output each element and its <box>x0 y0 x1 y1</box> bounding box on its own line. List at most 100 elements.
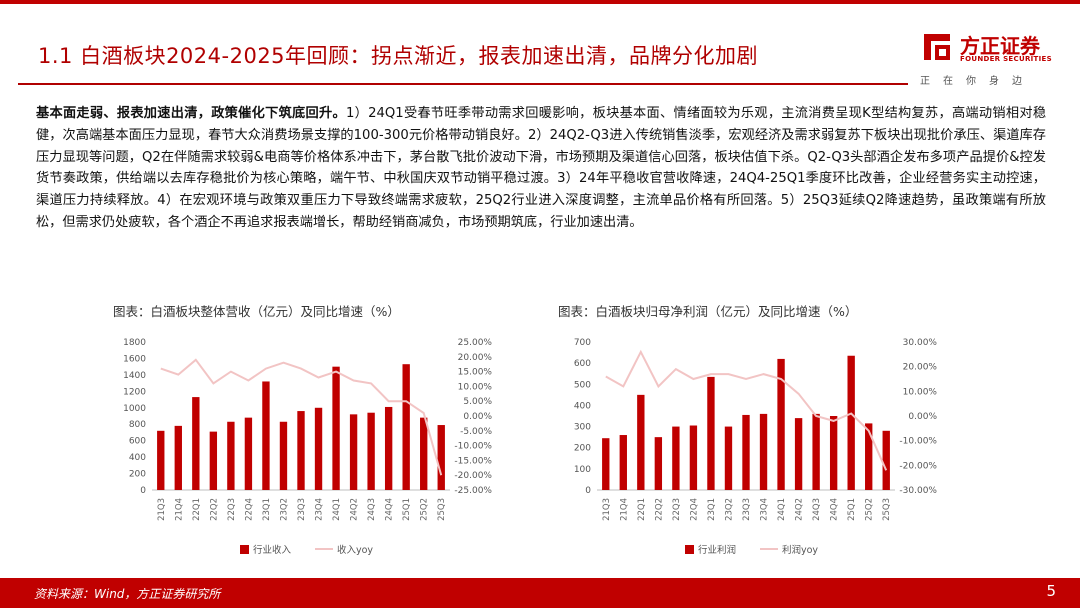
x-tick-label: 22Q3 <box>227 498 237 521</box>
y-left-tick-label: 600 <box>574 359 591 369</box>
x-tick-label: 23Q3 <box>742 498 752 521</box>
x-tick-label: 21Q3 <box>157 498 167 521</box>
y-left-tick-label: 700 <box>574 338 591 348</box>
x-tick-label: 25Q2 <box>865 498 875 521</box>
brand-logo: 方正证券 FOUNDER SECURITIES 正在你身边 <box>920 30 1070 90</box>
logo-name: 方正证券 <box>960 34 1040 58</box>
bar-25Q2 <box>865 423 873 490</box>
y-left-tick-label: 300 <box>574 423 591 433</box>
bar-23Q2 <box>279 421 288 490</box>
x-tick-label: 22Q2 <box>654 498 664 521</box>
x-tick-label: 23Q2 <box>724 498 734 521</box>
y-left-tick-label: 1400 <box>123 371 146 381</box>
y-right-tick-label: 20.00% <box>903 363 938 373</box>
y-right-tick-label: -5.00% <box>460 427 492 437</box>
y-left-tick-label: 0 <box>585 486 591 496</box>
x-tick-label: 24Q3 <box>367 498 377 521</box>
profit-chart: 图表：白酒板块归母净利润（亿元）及同比增速（%） 0 100 200 300 400 500… <box>558 304 938 556</box>
y-left-tick-label: 100 <box>574 465 591 475</box>
x-tick-label: 25Q3 <box>882 498 892 521</box>
x-tick-label: 24Q4 <box>385 498 395 521</box>
y-left-tick-label: 400 <box>574 401 591 411</box>
bar-23Q1 <box>262 381 270 490</box>
bar-25Q1 <box>402 364 410 490</box>
bar-24Q3 <box>812 413 820 490</box>
y-left-tick-label: 1800 <box>123 338 146 348</box>
x-tick-label: 22Q3 <box>672 498 682 521</box>
bar-21Q3 <box>602 438 610 490</box>
summary-lead: 基本面走弱、报表加速出清，政策催化下筑底回升。 <box>36 106 346 121</box>
founder-logo-icon <box>924 34 950 60</box>
bar-24Q4 <box>829 416 838 490</box>
x-tick-label: 23Q3 <box>297 498 307 521</box>
y-right-tick-label: -20.00% <box>899 461 937 471</box>
x-tick-label: 25Q3 <box>437 498 447 521</box>
summary-body: 1）24Q1受春节旺季带动需求回暖影响，板块基本面、情绪面较为乐观，主流消费呈现… <box>36 106 1047 230</box>
bar-24Q1 <box>777 358 785 490</box>
bar-23Q3 <box>742 414 750 490</box>
yoy-line <box>160 358 443 476</box>
y-right-tick-label: 0.00% <box>908 412 937 422</box>
x-tick-label: 24Q1 <box>777 498 787 521</box>
page-title: 1.1 白酒板块2024-2025年回顾：拐点渐近，报表加速出清，品牌分化加剧 <box>38 44 759 68</box>
y-right-tick-label: 15.00% <box>458 368 493 378</box>
bar-21Q4 <box>174 425 182 490</box>
bar-24Q2 <box>349 414 358 490</box>
x-tick-label: 22Q4 <box>689 498 699 521</box>
bar-22Q4 <box>244 417 253 490</box>
y-left-tick-label: 400 <box>129 453 146 463</box>
x-tick-label: 25Q1 <box>402 498 412 521</box>
y-right-tick-label: -10.00% <box>899 437 937 447</box>
x-tick-label: 23Q1 <box>707 498 717 521</box>
top-accent-bar <box>0 0 1080 4</box>
y-right-tick-label: -10.00% <box>454 442 492 452</box>
bar-24Q1 <box>332 366 340 490</box>
bar-22Q1 <box>192 397 200 490</box>
x-tick-label: 25Q1 <box>847 498 857 521</box>
x-tick-label: 22Q4 <box>244 498 254 521</box>
x-tick-label: 21Q4 <box>174 498 184 521</box>
y-right-tick-label: 25.00% <box>458 338 493 348</box>
yoy-line <box>605 349 888 471</box>
y-right-tick-label: -30.00% <box>899 486 937 496</box>
bar-22Q1 <box>637 394 645 490</box>
x-tick-label: 25Q2 <box>420 498 430 521</box>
y-right-tick-label: -25.00% <box>454 486 492 496</box>
x-tick-label: 23Q1 <box>262 498 272 521</box>
x-tick-label: 22Q2 <box>209 498 219 521</box>
bar-22Q2 <box>654 437 663 490</box>
x-tick-label: 22Q1 <box>192 498 202 521</box>
y-right-tick-label: 30.00% <box>903 338 938 348</box>
bar-25Q3 <box>882 430 890 490</box>
title-divider <box>18 83 908 85</box>
bar-21Q3 <box>157 430 165 490</box>
x-tick-label: 24Q3 <box>812 498 822 521</box>
bar-22Q3 <box>227 421 235 490</box>
logo-slogan: 正在你身边 <box>920 76 1035 87</box>
x-tick-label: 21Q4 <box>619 498 629 521</box>
summary-paragraph: 基本面走弱、报表加速出清，政策催化下筑底回升。1）24Q1受春节旺季带动需求回暖… <box>36 103 1046 234</box>
bar-25Q1 <box>847 355 855 490</box>
x-tick-label: 24Q2 <box>795 498 805 521</box>
x-tick-label: 24Q2 <box>350 498 360 521</box>
y-right-tick-label: 20.00% <box>458 353 493 363</box>
x-tick-label: 22Q1 <box>637 498 647 521</box>
chart-title: 图表：白酒板块整体营收（亿元）及同比增速（%） <box>113 304 400 319</box>
legend-bar-label: 行业收入 <box>253 544 292 556</box>
y-left-tick-label: 1600 <box>123 354 146 364</box>
legend-line-label: 利润yoy <box>782 544 818 556</box>
y-left-tick-label: 600 <box>129 437 146 447</box>
y-right-tick-label: 0.00% <box>463 412 492 422</box>
bar-22Q3 <box>672 426 680 490</box>
bar-21Q4 <box>619 435 627 490</box>
x-tick-label: 24Q4 <box>830 498 840 521</box>
bar-25Q2 <box>420 417 428 490</box>
y-right-tick-label: 5.00% <box>463 397 492 407</box>
legend-bar-swatch <box>685 545 694 554</box>
y-left-tick-label: 200 <box>129 470 146 480</box>
x-tick-label: 23Q4 <box>760 498 770 521</box>
bar-22Q4 <box>689 425 698 490</box>
y-right-tick-label: -20.00% <box>454 471 492 481</box>
x-tick-label: 21Q3 <box>602 498 612 521</box>
bar-24Q3 <box>367 412 375 490</box>
